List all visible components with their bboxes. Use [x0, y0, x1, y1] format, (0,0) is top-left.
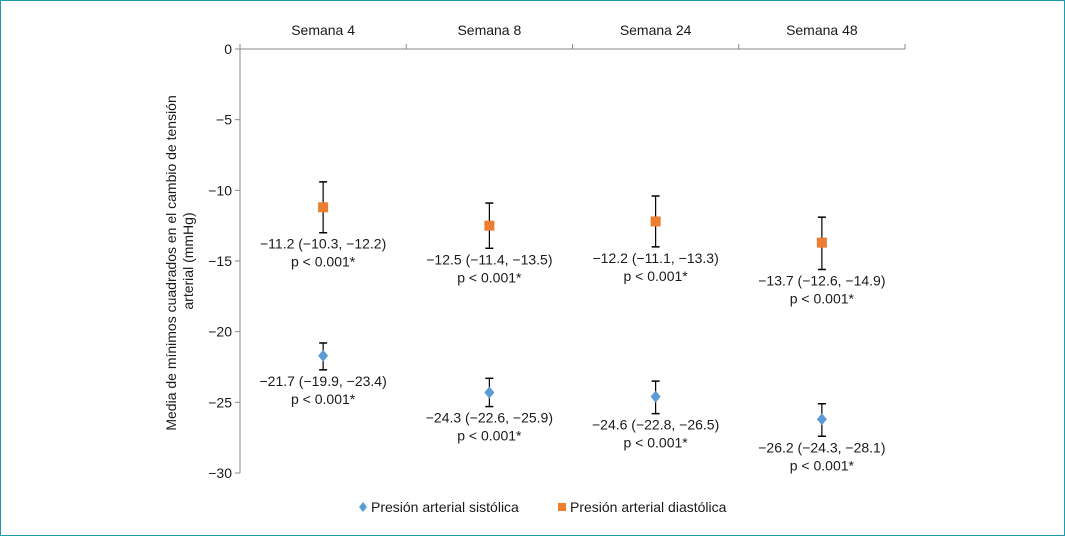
p-value-label: p < 0.001* — [457, 269, 522, 285]
diastolic-point — [650, 216, 661, 227]
y-tick-label: −20 — [208, 324, 232, 340]
y-tick-label: −30 — [208, 465, 232, 481]
p-value-label: p < 0.001* — [457, 428, 522, 444]
data-label: −13.7 (−12.6, −14.9) — [758, 272, 885, 288]
y-axis-label: Media de mínimos cuadrados en el cambio … — [163, 91, 196, 430]
p-value-label: p < 0.001* — [291, 254, 356, 270]
data-label: −12.5 (−11.4, −13.5) — [426, 251, 552, 267]
x-category-label: Semana 8 — [457, 22, 521, 38]
systolic-point — [318, 349, 329, 362]
legend-label: Presión arterial sistólica — [371, 499, 519, 515]
legend: Presión arterial sistólica Presión arteri… — [359, 499, 727, 515]
y-tick-label: −15 — [208, 253, 232, 269]
x-categories: Semana 4 Semana 8 Semana 24 Semana 48 — [239, 22, 906, 49]
x-category-label: Semana 4 — [291, 22, 355, 38]
p-value-label: p < 0.001* — [291, 391, 356, 407]
legend-diamond-icon — [359, 502, 367, 512]
diastolic-point — [318, 202, 329, 213]
y-tick-label: −10 — [208, 182, 232, 198]
legend-square-icon — [558, 503, 566, 511]
data-label: −12.2 (−11.1, −13.3) — [593, 250, 719, 266]
x-category-label: Semana 48 — [786, 22, 858, 38]
y-axis-label-line-1: Media de mínimos cuadrados en el cambio … — [163, 95, 179, 430]
y-ticks: 0 −5 −10 −15 −20 −25 −30 — [208, 41, 240, 481]
data-label: −21.7 (−19.9, −23.4) — [259, 373, 386, 389]
data-label: −11.2 (−10.3, −12.2) — [260, 236, 386, 252]
data-label: −24.6 (−22.8, −26.5) — [592, 417, 719, 433]
y-tick-label: −25 — [208, 394, 232, 410]
y-axis-label-line-2: arterial (mmHg) — [180, 212, 196, 309]
legend-label: Presión arterial diastólica — [570, 499, 727, 515]
systolic-point — [816, 413, 827, 426]
x-category-label: Semana 24 — [620, 22, 692, 38]
p-value-label: p < 0.001* — [790, 290, 855, 306]
p-value-label: p < 0.001* — [624, 268, 689, 284]
diastolic-point — [816, 237, 827, 248]
systolic-point — [484, 386, 495, 399]
data-label: −26.2 (−24.3, −28.1) — [758, 439, 885, 455]
diastolic-point — [484, 220, 495, 231]
y-tick-label: 0 — [224, 41, 232, 57]
y-tick-label: −5 — [216, 112, 232, 128]
p-value-label: p < 0.001* — [624, 435, 689, 451]
data-label: −24.3 (−22.6, −25.9) — [426, 410, 553, 426]
systolic-point — [650, 390, 661, 403]
p-value-label: p < 0.001* — [790, 457, 855, 473]
data-marks: −21.7 (−19.9, −23.4) p < 0.001* −24.3 (−22… — [259, 181, 886, 473]
